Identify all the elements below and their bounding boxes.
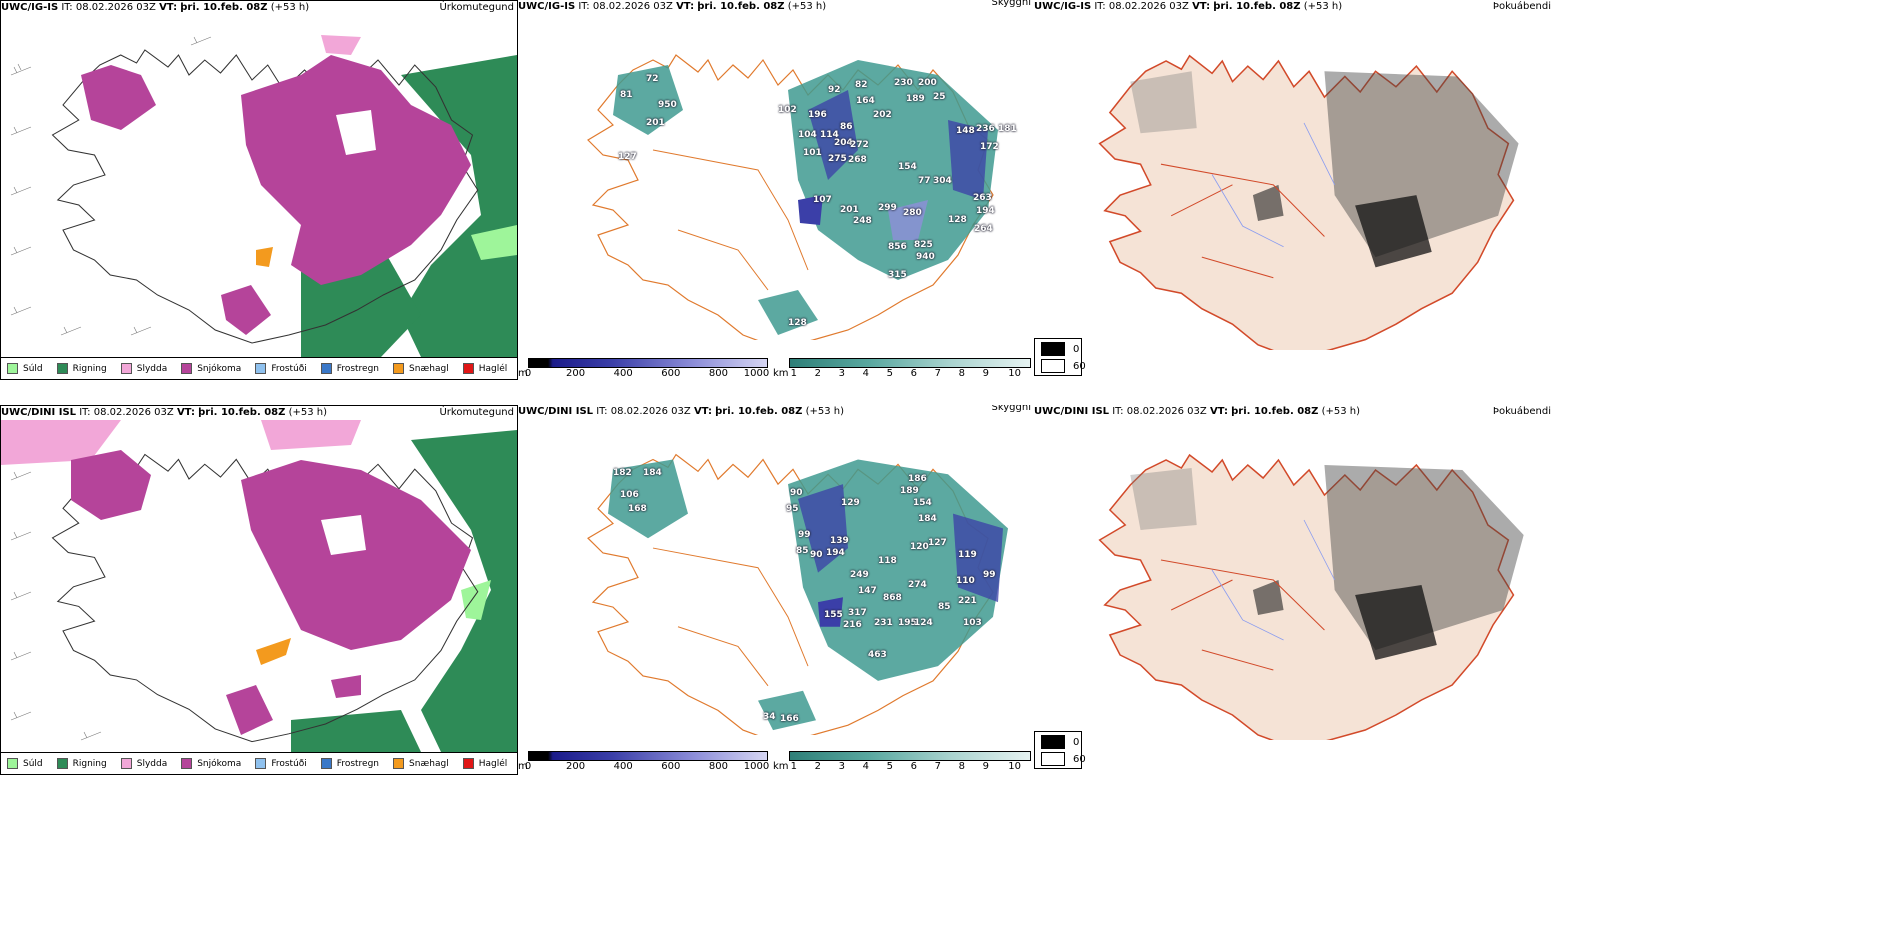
valid-time: þri. 10.feb. 08Z [180, 2, 268, 13]
height-unit: m [518, 368, 528, 379]
panel-header: UWC/DINI ISL IT: 08.02.2026 03Z VT: þri.… [1034, 406, 1551, 417]
legend-item: Frostúði [255, 363, 307, 374]
precip-legend: Súld Rigning Slydda Snjókoma Frostúði Fr… [1, 357, 517, 379]
fog-panel-row1: UWC/IG-IS IT: 08.02.2026 03Z VT: þri. 10… [1034, 0, 1554, 380]
height-colorbar: m 0 200 400 600 800 1000 [518, 749, 769, 773]
fog-panel-row2: UWC/DINI ISL IT: 08.02.2026 03Z VT: þri.… [1034, 405, 1554, 775]
height-gradient [528, 358, 768, 368]
legend-item: Slydda [120, 758, 167, 769]
cloud-panel-row2: UWC/DINI ISL IT: 08.02.2026 03Z VT: þri.… [518, 405, 1034, 775]
legend-item: Snjókoma [181, 758, 241, 769]
legend-item: Frostregn [320, 363, 379, 374]
panel-title: Skyggni [991, 405, 1031, 413]
distance-gradient [789, 751, 1031, 761]
panel-title: Þokuábendi [1492, 406, 1551, 417]
panel-title: Skyggni [991, 0, 1031, 8]
cloud-map: 182 184 106 168 90 95 99 85 90 194 139 1… [558, 430, 1018, 735]
panel-title: Þokuábendi [1492, 1, 1551, 12]
fog-legend: 0 60 [1034, 731, 1086, 769]
height-colorbar: m 0 200 400 600 800 1000 [518, 356, 769, 380]
legend-item: Slydda [120, 363, 167, 374]
cloud-panel-row1: UWC/IG-IS IT: 08.02.2026 03Z VT: þri. 10… [518, 0, 1034, 380]
panel-header: UWC/DINI ISL IT: 08.02.2026 03Z VT: þri.… [1, 407, 514, 418]
precip-map [1, 15, 517, 357]
panel-header: UWC/DINI ISL IT: 08.02.2026 03Z VT: þri.… [518, 405, 1034, 419]
panel-title: Úrkomutegund [439, 407, 514, 418]
precip-legend: Súld Rigning Slydda Snjókoma Frostúði Fr… [1, 752, 517, 774]
precip-panel-row2: UWC/DINI ISL IT: 08.02.2026 03Z VT: þri.… [0, 405, 518, 775]
height-gradient [528, 751, 768, 761]
legend-item: Rigning [56, 758, 107, 769]
cloud-map: 81 72 950 201 127 102 196 104 114 86 101… [558, 30, 1018, 340]
panel-header: UWC/IG-IS IT: 08.02.2026 03Z VT: þri. 10… [1034, 1, 1551, 12]
fog-legend: 0 60 [1034, 338, 1086, 376]
panel-header: UWC/IG-IS IT: 08.02.2026 03Z VT: þri. 10… [1, 2, 514, 13]
legend-item: Súld [7, 758, 43, 769]
panel-header: UWC/IG-IS IT: 08.02.2026 03Z VT: þri. 10… [518, 0, 1034, 14]
legend-item: Frostúði [255, 758, 307, 769]
precip-map [1, 420, 517, 752]
model-name: UWC/IG-IS [1, 2, 59, 13]
legend-item: Snjókoma [181, 363, 241, 374]
distance-colorbar: km 1 2 3 4 5 6 7 8 9 10 [773, 749, 1033, 773]
legend-item: Frostregn [320, 758, 379, 769]
fog-map [1069, 430, 1539, 740]
panel-title: Úrkomutegund [439, 2, 514, 13]
precip-panel-row1: UWC/IG-IS IT: 08.02.2026 03Z VT: þri. 10… [0, 0, 518, 380]
distance-colorbar: km 1 2 3 4 5 6 7 8 9 10 [773, 356, 1033, 380]
legend-item: Rigning [56, 363, 107, 374]
init-time: 08.02.2026 03Z [75, 2, 156, 13]
fog-map [1069, 30, 1539, 350]
distance-gradient [789, 358, 1031, 368]
legend-item: Snæhagl [393, 363, 449, 374]
legend-item: Haglél [462, 363, 507, 374]
distance-unit: km [773, 368, 789, 379]
lead-time: (+53 h) [270, 2, 310, 13]
legend-item: Súld [7, 363, 43, 374]
legend-item: Snæhagl [393, 758, 449, 769]
legend-item: Haglél [462, 758, 507, 769]
